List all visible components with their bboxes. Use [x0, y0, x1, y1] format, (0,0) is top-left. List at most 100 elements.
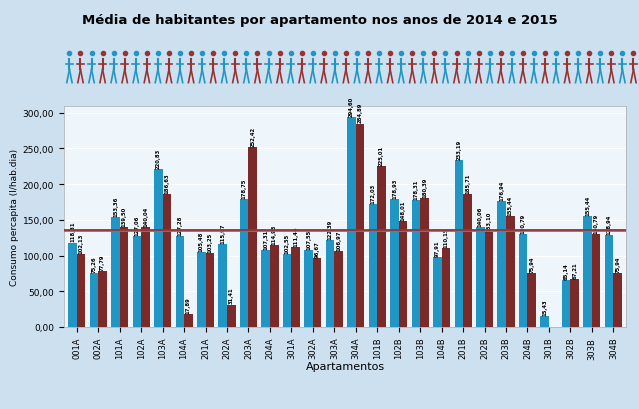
Text: 102,13: 102,13	[79, 233, 84, 253]
Bar	[119, 228, 128, 327]
Text: 127,28: 127,28	[177, 215, 182, 236]
Bar	[197, 252, 206, 327]
Média anual do cpc 2014	[95, 229, 102, 234]
Text: 180,39: 180,39	[422, 177, 427, 198]
Text: 185,71: 185,71	[465, 173, 470, 194]
Text: 106,97: 106,97	[336, 229, 341, 250]
Bar	[184, 315, 193, 327]
Text: 178,31: 178,31	[413, 179, 419, 199]
Text: 148,01: 148,01	[401, 200, 406, 221]
Bar	[219, 245, 227, 327]
Bar	[604, 235, 613, 327]
Bar	[163, 194, 171, 327]
Bar	[176, 236, 184, 327]
Bar	[592, 234, 601, 327]
Text: 105,48: 105,48	[199, 231, 204, 251]
Bar	[442, 249, 450, 327]
Text: 67,21: 67,21	[572, 261, 577, 278]
Bar	[89, 274, 98, 327]
Média anual do cpc 2014	[73, 229, 81, 234]
Bar	[240, 200, 249, 327]
Text: 294,60: 294,60	[349, 96, 354, 116]
Text: 186,63: 186,63	[164, 173, 169, 193]
Text: 115,97: 115,97	[220, 223, 225, 243]
Bar	[206, 254, 214, 327]
Bar	[334, 251, 343, 327]
Text: 153,36: 153,36	[113, 197, 118, 217]
Text: 233,19: 233,19	[456, 140, 461, 160]
Bar	[527, 273, 536, 327]
Bar	[154, 170, 163, 327]
Text: 65,14: 65,14	[564, 263, 569, 280]
Bar	[613, 273, 622, 327]
Text: 128,94: 128,94	[606, 214, 612, 234]
Text: 31,41: 31,41	[229, 287, 234, 304]
Text: 97,91: 97,91	[435, 240, 440, 256]
Bar	[270, 245, 279, 327]
Bar	[304, 251, 313, 327]
Bar	[291, 248, 300, 327]
Bar	[484, 232, 493, 327]
Bar	[562, 281, 571, 327]
Bar	[313, 258, 321, 327]
Text: 130,79: 130,79	[594, 213, 599, 233]
Bar	[497, 201, 506, 327]
Bar	[506, 216, 514, 327]
Text: 155,44: 155,44	[508, 195, 513, 216]
Text: 111,44: 111,44	[293, 226, 298, 247]
Text: 155,44: 155,44	[585, 195, 590, 216]
Bar	[377, 167, 386, 327]
Bar	[463, 195, 472, 327]
Bar	[571, 279, 579, 327]
Text: 77,79: 77,79	[100, 254, 105, 271]
Text: 75,94: 75,94	[615, 256, 620, 272]
Média anual do qpc 2015	[73, 227, 81, 232]
Bar	[68, 243, 77, 327]
Text: 220,83: 220,83	[156, 148, 161, 169]
Bar	[420, 199, 429, 327]
Text: 127,06: 127,06	[134, 215, 139, 236]
Text: 284,89: 284,89	[358, 103, 362, 123]
Text: 114,93: 114,93	[272, 224, 277, 244]
Text: Média de habitantes por apartamento nos anos de 2014 e 2015: Média de habitantes por apartamento nos …	[82, 14, 557, 27]
Bar	[227, 305, 236, 327]
Text: 75,94: 75,94	[529, 256, 534, 272]
Text: 102,55: 102,55	[284, 233, 289, 253]
Text: 178,75: 178,75	[242, 178, 247, 199]
Bar	[77, 254, 86, 327]
Bar	[541, 316, 549, 327]
Bar	[249, 147, 257, 327]
Bar	[454, 161, 463, 327]
Text: 110,15: 110,15	[443, 227, 449, 248]
Bar	[326, 240, 334, 327]
Text: 75,26: 75,26	[91, 256, 96, 272]
Text: 140,06: 140,06	[478, 206, 483, 226]
Text: 17,89: 17,89	[186, 297, 191, 313]
Bar	[476, 227, 484, 327]
Text: 107,55: 107,55	[306, 229, 311, 249]
X-axis label: Apartamentos: Apartamentos	[305, 362, 385, 371]
Text: 172,03: 172,03	[371, 183, 376, 204]
Text: 96,67: 96,67	[314, 240, 320, 257]
Bar	[98, 272, 107, 327]
Text: 178,93: 178,93	[392, 178, 397, 199]
Text: 225,01: 225,01	[379, 146, 384, 166]
Bar	[132, 237, 141, 327]
Bar	[347, 117, 356, 327]
Bar	[141, 227, 150, 327]
Bar	[412, 200, 420, 327]
Text: 133,10: 133,10	[486, 211, 491, 231]
Bar	[433, 257, 442, 327]
Text: 139,50: 139,50	[121, 207, 127, 227]
Bar	[283, 254, 291, 327]
Bar	[583, 216, 592, 327]
Text: 107,31: 107,31	[263, 229, 268, 249]
Text: 122,39: 122,39	[328, 219, 332, 239]
Bar	[390, 200, 399, 327]
Text: 118,31: 118,31	[70, 221, 75, 242]
Text: 140,04: 140,04	[143, 206, 148, 226]
Y-axis label: Consumo percapita (l/hab.dia): Consumo percapita (l/hab.dia)	[10, 148, 19, 285]
Text: 103,25: 103,25	[207, 232, 212, 253]
Bar	[369, 204, 377, 327]
Text: 15,43: 15,43	[542, 299, 547, 315]
